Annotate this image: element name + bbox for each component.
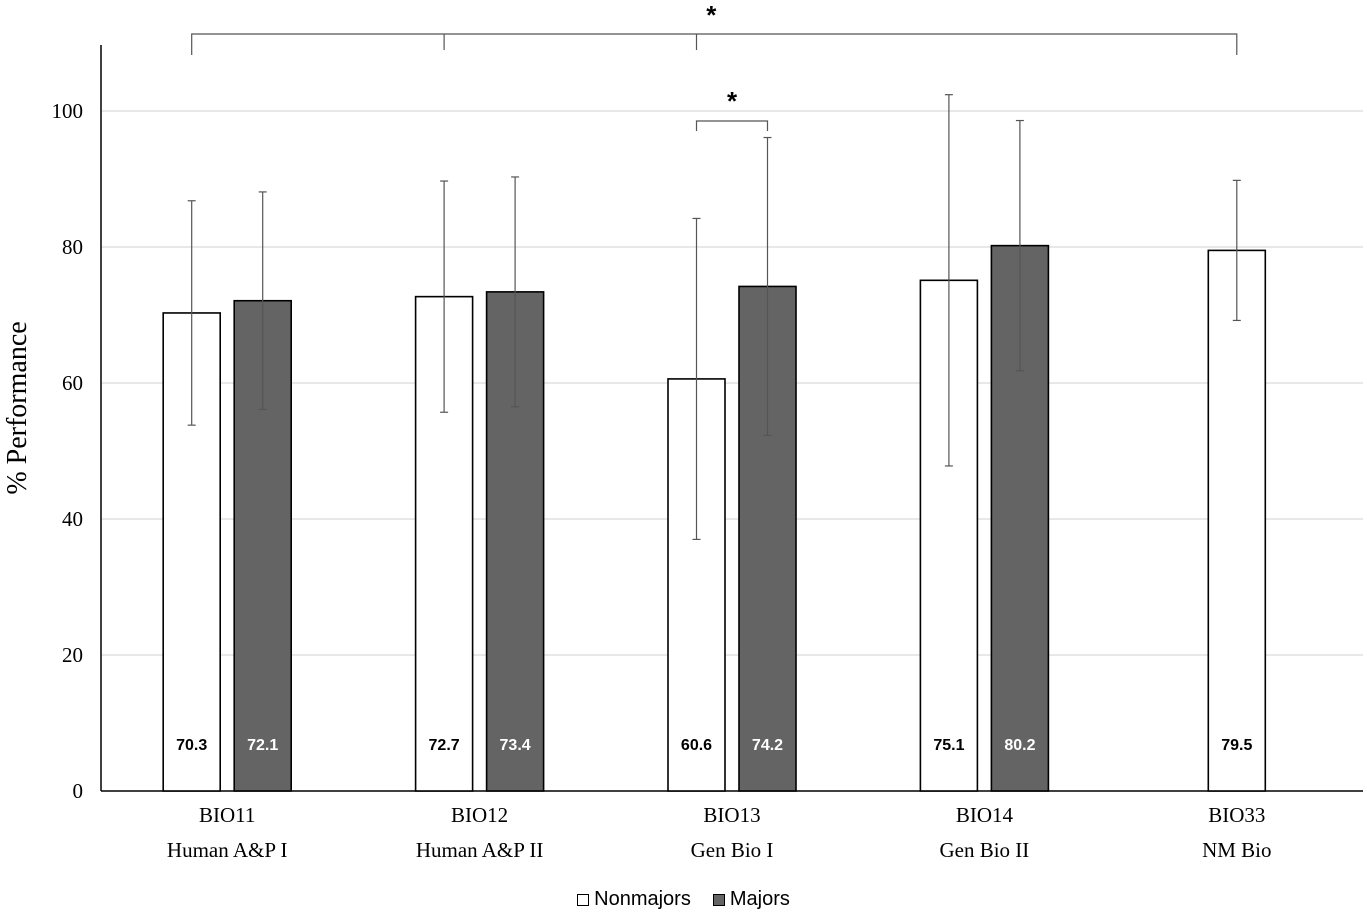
- legend-label-majors: Majors: [729, 888, 790, 910]
- category-code: BIO13: [703, 803, 760, 827]
- category-name: Gen Bio II: [939, 838, 1029, 862]
- category-code: BIO14: [956, 803, 1014, 827]
- category-name: Human A&P II: [416, 838, 544, 862]
- data-labels: 70.3 72.1 72.7 73.4 60.6 74.2 75.1 80.2 79.5: [176, 737, 1252, 754]
- significance-bracket-bio13: [695, 120, 769, 131]
- data-label: 80.2: [1004, 737, 1035, 754]
- bar-chart: 0 20 40 60 80 100 70.3 72.1 72.7 73.4 60.6 74.2 75.…: [2, 0, 1363, 862]
- gridlines: [101, 110, 1363, 656]
- bars: [162, 244, 1267, 792]
- category-name: Gen Bio I: [691, 838, 774, 862]
- significance-star: *: [727, 86, 738, 116]
- category-code: BIO33: [1208, 803, 1265, 827]
- y-tick-label: 60: [62, 371, 83, 395]
- legend-swatch-nonmajors: [577, 893, 590, 906]
- bar-nonmajors-bio33: [1207, 249, 1267, 792]
- data-label: 72.7: [429, 737, 460, 754]
- data-label: 74.2: [752, 737, 783, 754]
- y-axis-label: % Performance: [2, 321, 33, 494]
- category-code: BIO11: [199, 803, 255, 827]
- significance-star: *: [706, 0, 717, 30]
- category-labels: BIO11 Human A&P I BIO12 Human A&P II BIO13 Ge…: [167, 803, 1272, 862]
- legend-item-nonmajors: Nonmajors: [577, 888, 691, 911]
- category-name: NM Bio: [1202, 838, 1271, 862]
- legend-swatch-majors: [712, 893, 725, 906]
- y-tick-label: 80: [62, 235, 83, 259]
- data-label: 79.5: [1221, 737, 1252, 754]
- data-label: 60.6: [681, 737, 712, 754]
- y-tick-label: 40: [62, 507, 83, 531]
- axes: 0 20 40 60 80 100: [52, 45, 1363, 803]
- category-code: BIO12: [451, 803, 508, 827]
- legend: Nonmajors Majors: [0, 888, 1367, 911]
- data-label: 70.3: [176, 737, 207, 754]
- data-label: 72.1: [247, 737, 278, 754]
- legend-label-nonmajors: Nonmajors: [594, 888, 691, 910]
- y-tick-label: 100: [52, 99, 84, 123]
- significance-brackets: **: [191, 0, 1238, 131]
- y-tick-label: 20: [62, 643, 83, 667]
- error-bars: [187, 94, 1241, 541]
- category-name: Human A&P I: [167, 838, 288, 862]
- significance-bracket-wide: [191, 33, 1238, 55]
- legend-item-majors: Majors: [712, 888, 790, 911]
- data-label: 75.1: [933, 737, 964, 754]
- y-tick-label: 0: [73, 779, 84, 803]
- data-label: 73.4: [500, 737, 531, 754]
